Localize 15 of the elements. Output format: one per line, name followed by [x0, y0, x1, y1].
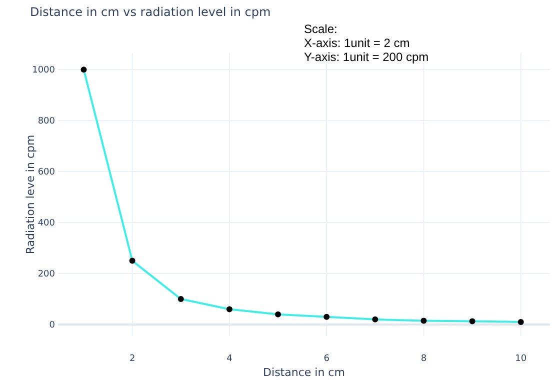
x-tick-label: 4 — [226, 354, 233, 364]
x-tick-label: 10 — [515, 354, 527, 364]
y-tick-label: 400 — [38, 218, 56, 229]
y-tick-label: 200 — [38, 270, 56, 280]
y-tick-label: 0 — [49, 320, 56, 331]
annotation: Scale: X-axis: 1unit = 2 cm Y-axis: 1unit = 200 cpm — [304, 22, 429, 64]
x-tick-label: 2 — [129, 354, 136, 364]
x-tick-label: 6 — [324, 354, 330, 364]
y-tick-label: 1000 — [32, 66, 56, 76]
x-tick-label: 8 — [420, 354, 427, 364]
y-tick-label: 600 — [38, 168, 56, 178]
chart-title: Distance in cm vs radiation level in cpm — [30, 5, 271, 19]
y-axis-title: Radiation leve in cpm — [24, 134, 37, 254]
x-axis-title: Distance in cm — [263, 366, 345, 379]
y-tick-label: 800 — [38, 116, 56, 127]
